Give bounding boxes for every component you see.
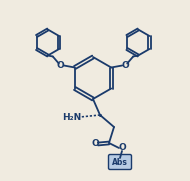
Text: H₂N: H₂N (62, 113, 82, 121)
Text: O: O (57, 61, 65, 70)
Text: O: O (91, 140, 99, 148)
Text: O: O (121, 61, 129, 70)
Text: Abs: Abs (112, 158, 128, 167)
Text: O: O (118, 144, 126, 153)
FancyBboxPatch shape (108, 155, 131, 169)
